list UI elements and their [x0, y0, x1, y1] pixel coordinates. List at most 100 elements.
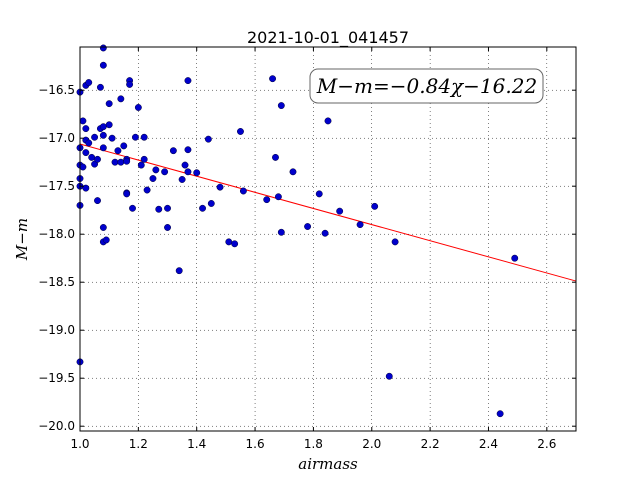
- data-point: [99, 123, 107, 131]
- x-tick-label: 1.8: [304, 437, 323, 451]
- data-point: [324, 117, 332, 125]
- data-point: [105, 121, 113, 129]
- y-tick-label: −19.0: [38, 323, 75, 337]
- data-point: [117, 158, 125, 166]
- data-point: [123, 190, 131, 198]
- data-point: [126, 80, 134, 88]
- data-point: [108, 134, 116, 142]
- y-tick-label: −16.5: [38, 83, 75, 97]
- y-tick-label: −18.0: [38, 227, 75, 241]
- data-point: [304, 223, 312, 230]
- data-point: [82, 125, 90, 133]
- data-point: [269, 75, 277, 83]
- plot-frame: [79, 46, 577, 432]
- data-point: [289, 168, 297, 176]
- data-point: [511, 254, 519, 262]
- x-tick-label: 2.2: [421, 437, 440, 451]
- y-axis-label: M−m: [13, 218, 31, 261]
- x-tick-label: 2.0: [362, 437, 381, 451]
- fit-annotation-frame: [309, 68, 544, 104]
- data-point: [140, 155, 148, 163]
- data-point: [123, 157, 131, 165]
- data-point: [181, 161, 189, 169]
- x-tick-labels: 1.0 1.2 1.4 1.6 1.8 2.0 2.2 2.4 2.6: [70, 437, 556, 451]
- chart-title: 2021-10-01_041457: [247, 28, 409, 48]
- data-point: [131, 133, 139, 141]
- data-point: [385, 372, 393, 380]
- data-point: [82, 184, 90, 192]
- data-point: [263, 196, 271, 204]
- data-point: [79, 117, 87, 125]
- data-point: [102, 236, 110, 244]
- data-point: [94, 155, 101, 163]
- data-point: [117, 95, 125, 103]
- x-tick-label: 2.4: [479, 437, 498, 451]
- data-point: [204, 135, 212, 143]
- data-point: [178, 176, 186, 183]
- x-tick-label: 1.0: [70, 437, 89, 451]
- data-point: [137, 161, 145, 169]
- data-point: [99, 44, 107, 52]
- data-point: [129, 204, 136, 212]
- data-point: [184, 168, 192, 176]
- x-tick-label: 2.6: [537, 437, 556, 451]
- x-tick-label: 1.4: [187, 437, 206, 451]
- data-point: [152, 166, 160, 174]
- data-point: [164, 204, 171, 212]
- data-point: [184, 77, 192, 85]
- data-point: [120, 142, 128, 150]
- data-point: [496, 410, 504, 418]
- data-point: [161, 168, 169, 176]
- data-point: [272, 153, 279, 161]
- data-point: [371, 202, 379, 210]
- data-point: [216, 183, 224, 191]
- y-tick-labels: −16.5 −17.0 −17.5 −18.0 −18.5 −19.0 −19.5 −20.0: [38, 83, 75, 433]
- data-point: [274, 193, 282, 201]
- fit-annotation-box: M−m=−0.84χ−16.22: [309, 68, 544, 104]
- data-point: [134, 104, 142, 111]
- data-point: [149, 175, 157, 182]
- y-tick-label: −17.0: [38, 131, 75, 145]
- data-point: [114, 147, 122, 155]
- data-point: [88, 153, 96, 161]
- fit-annotation-text: M−m=−0.84χ−16.22: [316, 74, 537, 98]
- axis-ticks: [79, 47, 576, 431]
- data-point: [111, 158, 119, 166]
- x-axis-label: airmass: [298, 455, 358, 473]
- data-point: [140, 133, 148, 141]
- plot-background: [80, 47, 576, 431]
- data-point: [85, 79, 93, 86]
- data-point: [237, 128, 244, 135]
- data-point: [231, 240, 239, 248]
- data-point: [356, 221, 364, 229]
- y-tick-label: −17.5: [38, 179, 75, 193]
- data-point: [277, 102, 285, 110]
- data-point: [99, 224, 107, 231]
- y-tick-label: −19.5: [38, 371, 75, 385]
- data-point: [99, 131, 107, 139]
- y-tick-label: −20.0: [38, 419, 75, 433]
- data-point: [225, 238, 233, 246]
- data-points: [76, 44, 519, 418]
- y-tick-label: −18.5: [38, 275, 75, 289]
- data-point: [315, 190, 323, 198]
- data-point: [239, 187, 247, 195]
- data-point: [91, 133, 99, 141]
- data-point: [82, 149, 90, 157]
- data-point: [193, 169, 201, 177]
- data-point: [164, 224, 171, 231]
- x-tick-label: 1.6: [246, 437, 265, 451]
- data-point: [321, 229, 329, 237]
- fit-line: [79, 143, 577, 282]
- data-point: [175, 267, 183, 275]
- data-point: [184, 146, 192, 154]
- data-point: [277, 228, 285, 236]
- data-point: [169, 147, 177, 155]
- plot-area: [76, 44, 577, 432]
- data-point: [199, 204, 206, 212]
- data-point: [143, 186, 151, 194]
- data-point: [336, 207, 344, 215]
- data-point: [207, 200, 215, 207]
- data-point: [391, 238, 399, 246]
